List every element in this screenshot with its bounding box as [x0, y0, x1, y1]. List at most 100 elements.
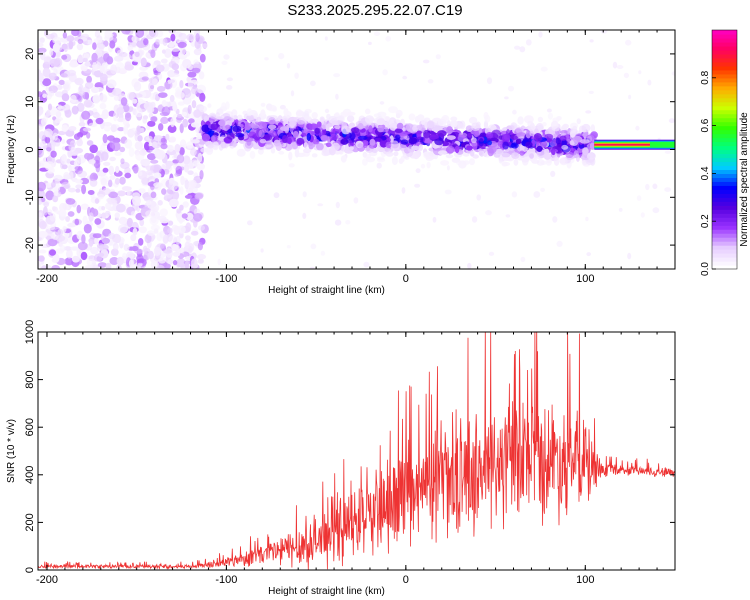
noise-cell	[86, 140, 94, 146]
noise-cell	[108, 191, 118, 199]
noise-cell	[67, 222, 77, 228]
noise-cell	[38, 198, 42, 205]
band-cell	[390, 140, 399, 149]
noise-cell	[89, 144, 98, 154]
colorbar-step	[712, 241, 737, 246]
noise-cell	[182, 58, 192, 69]
colorbar-step	[712, 37, 737, 43]
noise-cell	[157, 72, 163, 80]
band-cell	[364, 125, 370, 131]
noise-cell	[146, 200, 152, 206]
band-cell	[267, 124, 277, 130]
band-cell	[357, 143, 364, 148]
noise-cell	[147, 146, 155, 151]
band-cell	[231, 109, 238, 117]
noise-cell	[167, 79, 172, 84]
noise-cell	[156, 85, 166, 92]
figure-title: S233.2025.295.22.07.C19	[287, 2, 463, 19]
colorbar-step	[712, 30, 737, 35]
colorbar-step	[712, 61, 737, 67]
noise-cell	[140, 158, 151, 167]
speckle	[335, 93, 339, 100]
band-cell	[511, 152, 520, 160]
noise-cell	[193, 48, 202, 56]
noise-cell	[140, 57, 147, 67]
noise-cell	[77, 241, 88, 251]
speckle	[317, 203, 324, 207]
colorbar-step	[712, 181, 737, 186]
snr-ytick-label: 0	[24, 567, 36, 573]
colorbar-step	[712, 109, 737, 115]
band-cell	[266, 140, 273, 146]
noise-cell	[150, 215, 157, 224]
noise-cell	[60, 155, 67, 165]
band-cell	[436, 130, 447, 137]
band-cell	[362, 158, 368, 166]
speckle	[556, 240, 563, 247]
noise-cell	[53, 174, 63, 182]
noise-cell	[182, 118, 189, 128]
noise-cell	[123, 243, 130, 251]
speckle	[379, 101, 385, 105]
noise-cell	[80, 251, 88, 261]
speckle	[217, 258, 221, 266]
noise-cell	[170, 47, 181, 52]
spectrogram-xtick-label: 0	[403, 273, 409, 285]
band-cell	[445, 154, 454, 159]
band-cell	[386, 137, 392, 143]
colorbar-step	[712, 133, 737, 139]
band-cell	[264, 134, 273, 141]
noise-cell	[39, 51, 46, 61]
noise-cell	[179, 80, 184, 89]
noise-cell	[103, 161, 111, 166]
noise-cell	[108, 165, 115, 176]
noise-cell	[198, 71, 205, 80]
band-cell	[225, 124, 231, 130]
band-cell	[590, 124, 595, 133]
band-cell	[303, 110, 310, 120]
colorbar-step	[712, 81, 737, 87]
noise-cell	[94, 218, 102, 225]
noise-cell	[163, 249, 173, 254]
noise-cell	[149, 92, 156, 101]
band-cell	[320, 135, 328, 142]
noise-cell	[175, 248, 182, 253]
band-cell	[529, 153, 534, 159]
noise-cell	[82, 215, 88, 225]
band-cell	[209, 114, 217, 119]
band-cell	[334, 125, 341, 130]
noise-cell	[87, 190, 95, 195]
noise-cell	[101, 109, 109, 119]
band-cell	[426, 161, 431, 169]
band-cell	[210, 123, 219, 131]
noise-cell	[182, 201, 189, 208]
band-cell	[357, 135, 368, 140]
band-cell	[478, 138, 484, 147]
noise-cell	[114, 212, 121, 219]
noise-cell	[199, 92, 206, 102]
colorbar-step	[712, 153, 737, 159]
snr-frame	[37, 331, 676, 571]
band-cell	[226, 132, 236, 140]
speckle	[202, 43, 208, 49]
noise-cell	[182, 88, 192, 99]
noise-cell	[150, 203, 160, 213]
speckle	[546, 108, 552, 113]
noise-cell	[104, 210, 111, 217]
band-cell	[412, 152, 420, 160]
band-cell	[516, 138, 522, 145]
noise-cell	[175, 235, 181, 245]
band-cell	[510, 142, 519, 149]
band-cell	[400, 139, 409, 145]
noise-cell	[135, 30, 145, 38]
spectrogram-area	[38, 30, 675, 269]
band-cell	[579, 139, 590, 144]
band-cell	[573, 150, 579, 159]
noise-cell	[169, 94, 175, 103]
speckle	[636, 195, 642, 201]
band-cell	[423, 153, 434, 159]
noise-cell	[88, 159, 96, 165]
noise-cell	[94, 198, 100, 204]
noise-cell	[121, 52, 132, 61]
band-cell	[416, 130, 422, 135]
